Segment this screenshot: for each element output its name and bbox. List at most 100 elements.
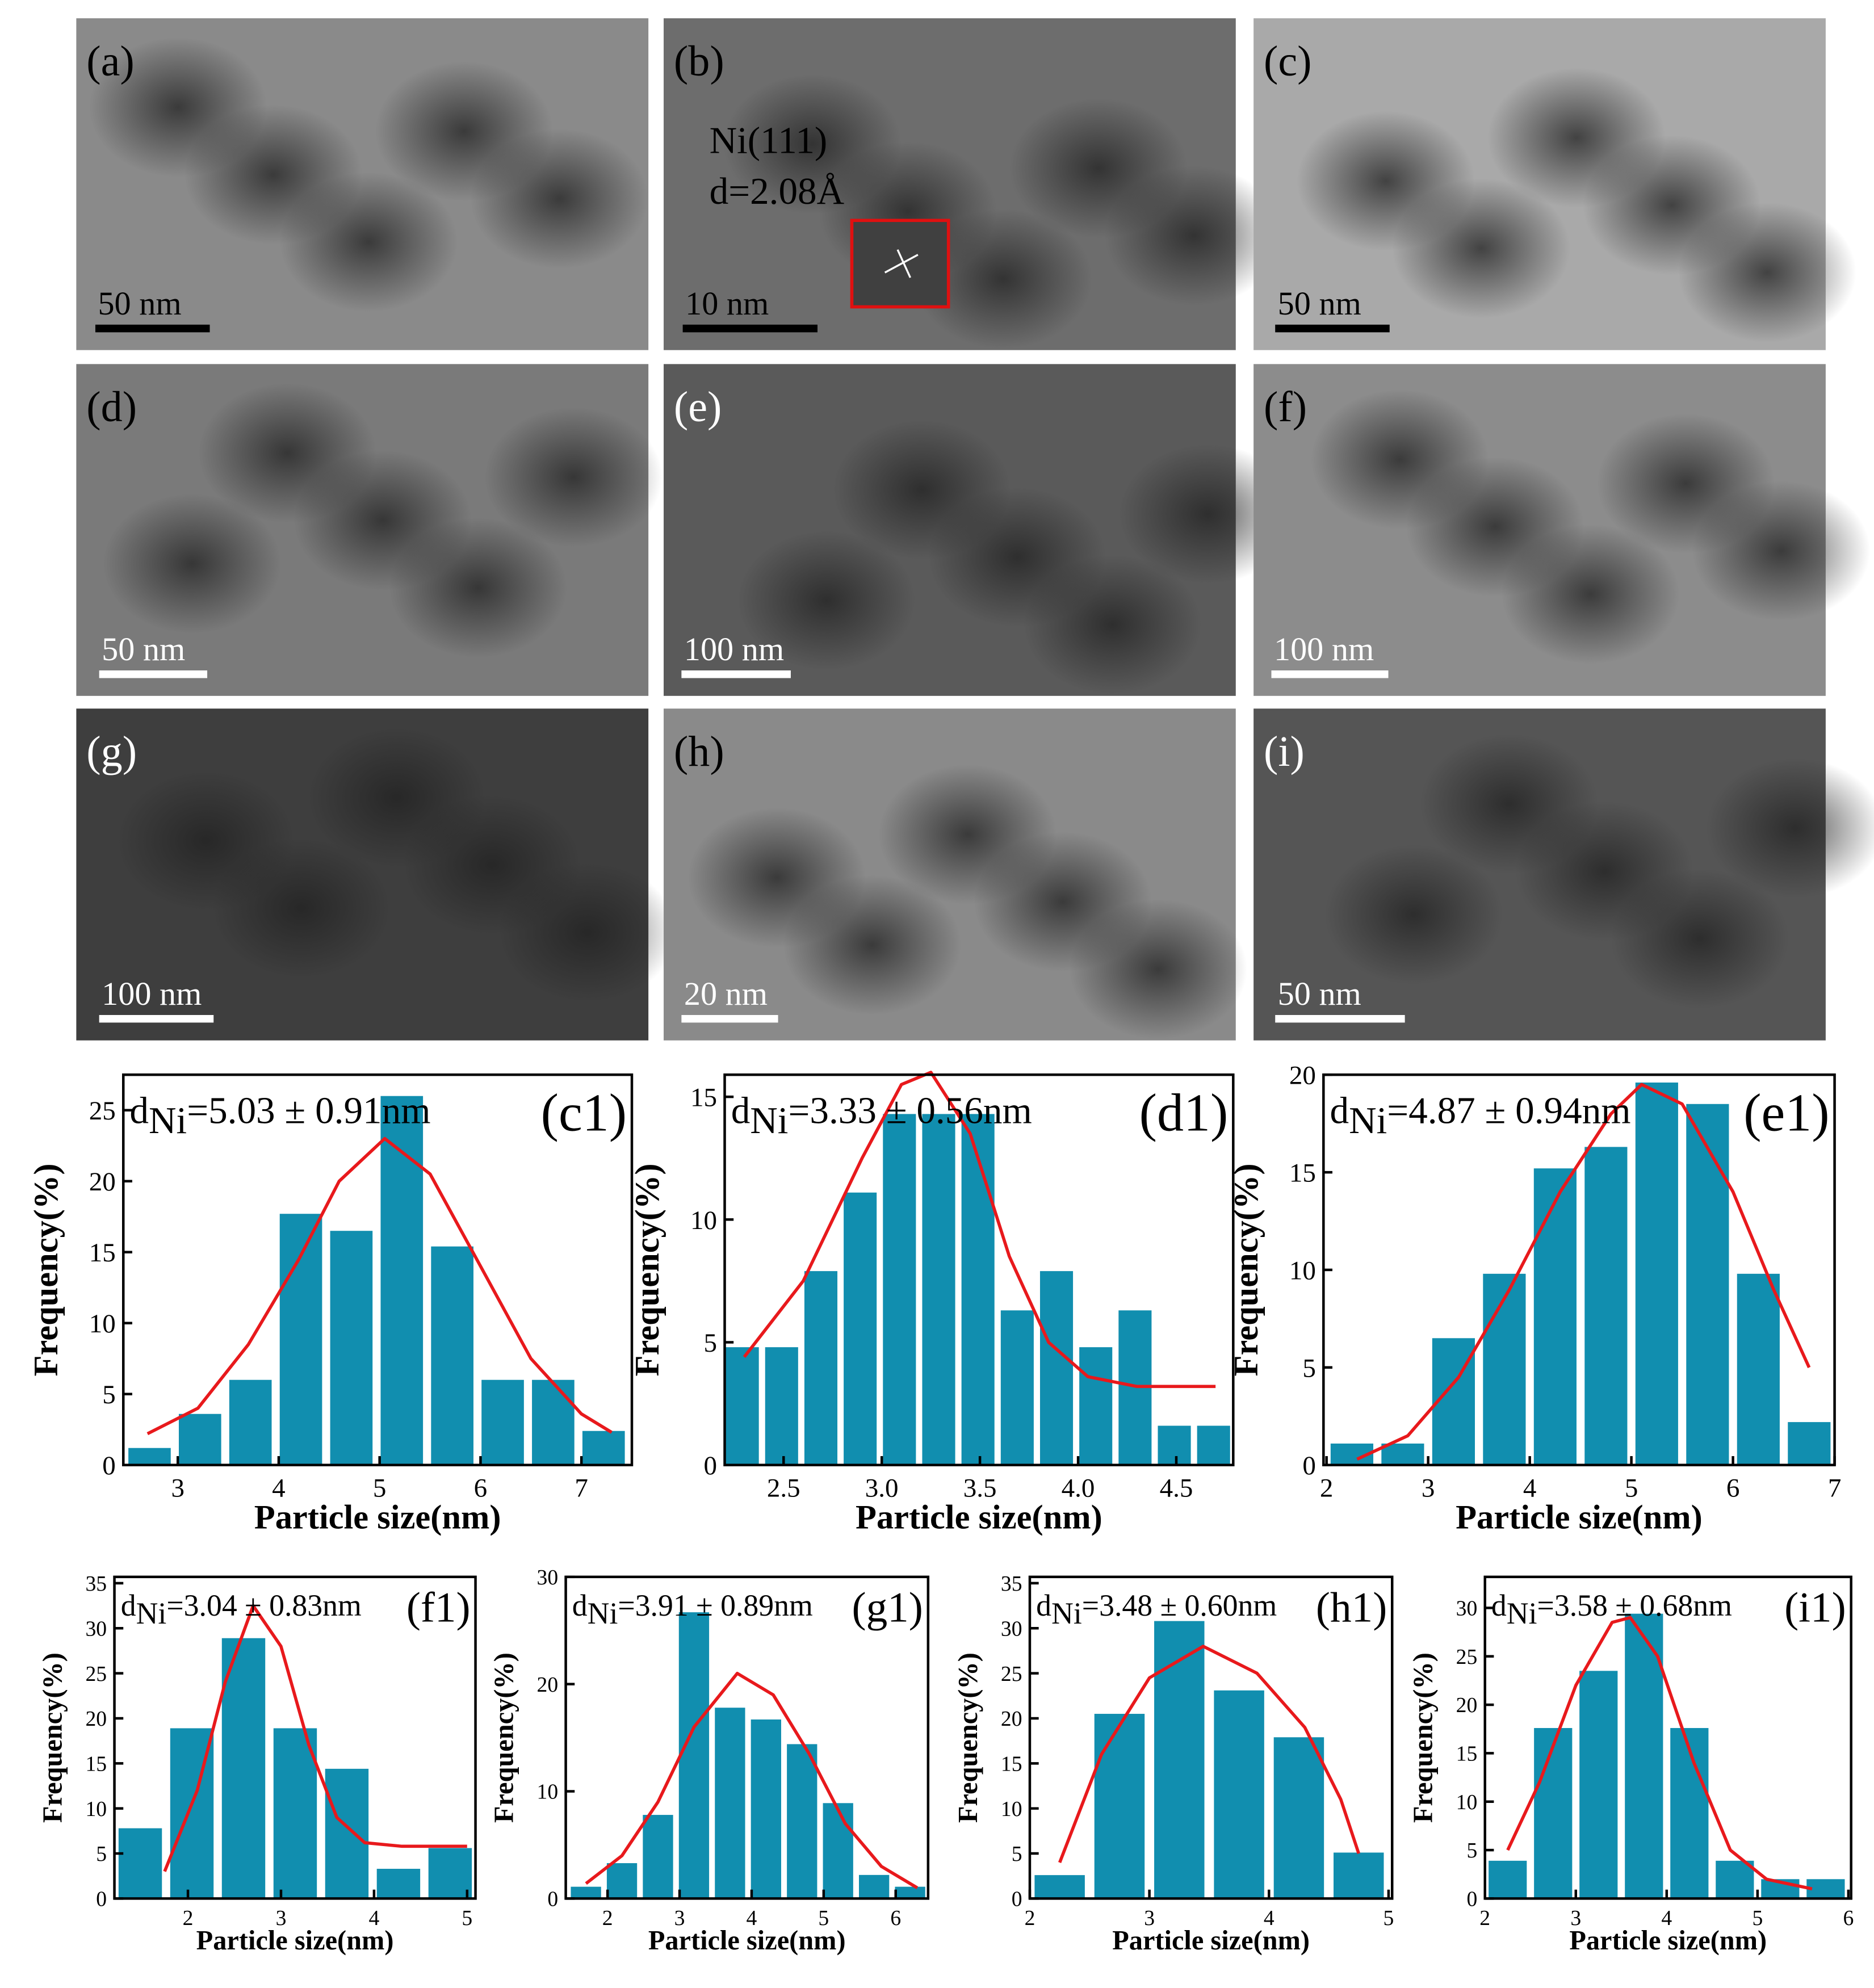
histogram-bar xyxy=(883,1114,916,1465)
y-tick-label: 15 xyxy=(690,1083,717,1113)
tem-texture xyxy=(279,172,458,312)
annotation-symbol: d xyxy=(572,1588,588,1622)
annotation-value: =3.58 ± 0.68nm xyxy=(1537,1588,1732,1622)
y-tick-label: 0 xyxy=(102,1451,116,1480)
x-axis-label: Particle size(nm) xyxy=(648,1926,846,1956)
fit-curve xyxy=(146,1136,613,1436)
y-tick-label: 35 xyxy=(86,1572,107,1596)
histogram-bar xyxy=(428,1848,472,1899)
scale-bar-label: 10 nm xyxy=(685,285,769,322)
y-tick-label: 25 xyxy=(86,1662,107,1686)
chart-panel-label: (f1) xyxy=(406,1584,471,1631)
fit-curve xyxy=(585,1671,919,1889)
y-tick-label: 25 xyxy=(1001,1662,1022,1686)
y-tick-label: 20 xyxy=(86,1707,107,1731)
y-tick-label: 15 xyxy=(1289,1159,1316,1188)
histogram-bar xyxy=(1489,1860,1527,1899)
histogram-bar xyxy=(1158,1425,1191,1465)
x-tick-label: 7 xyxy=(1828,1474,1842,1503)
histogram-bar xyxy=(643,1815,673,1899)
fit-curve xyxy=(1356,1083,1811,1461)
histogram-bar xyxy=(481,1379,524,1465)
x-tick-label: 6 xyxy=(1843,1906,1854,1930)
annotation-subscript: Ni xyxy=(149,1099,187,1142)
tem-texture xyxy=(1069,899,1247,1039)
y-axis-label: Frequency(%) xyxy=(953,1653,983,1823)
y-axis-label: Frequency(%) xyxy=(37,1653,68,1823)
histogram-bar xyxy=(1273,1737,1324,1899)
x-tick-label: 5 xyxy=(818,1906,829,1930)
x-axis-label: Particle size(nm) xyxy=(1569,1926,1767,1956)
annotation-subscript: Ni xyxy=(1051,1596,1082,1630)
x-tick-label: 4 xyxy=(747,1906,757,1930)
x-tick-label: 4 xyxy=(1264,1906,1275,1930)
histogram-bar xyxy=(1686,1104,1729,1465)
y-tick-label: 15 xyxy=(1456,1742,1478,1766)
histogram-bar xyxy=(922,1114,955,1465)
x-tick-label: 2 xyxy=(602,1906,613,1930)
histogram-bar xyxy=(1483,1273,1526,1465)
scale-bar-label: 50 nm xyxy=(98,285,181,322)
panel-label: (g) xyxy=(86,728,137,775)
x-tick-label: 2 xyxy=(183,1906,194,1930)
y-tick-label: 10 xyxy=(690,1206,717,1235)
x-tick-label: 5 xyxy=(1625,1474,1638,1503)
histogram-bar xyxy=(128,1448,171,1465)
y-tick-label: 0 xyxy=(1012,1888,1022,1911)
x-tick-label: 5 xyxy=(373,1474,387,1503)
tem-texture xyxy=(1611,869,1789,1009)
tem-texture xyxy=(1678,202,1856,343)
histogram-bar xyxy=(895,1886,925,1899)
x-tick-label: 2 xyxy=(1025,1906,1035,1930)
annotation-subscript: Ni xyxy=(1349,1099,1387,1142)
y-tick-label: 30 xyxy=(537,1566,559,1589)
tem-texture xyxy=(737,530,916,671)
y-tick-label: 5 xyxy=(96,1842,107,1866)
histogram-bar xyxy=(221,1638,266,1899)
scale-bar-label: 50 nm xyxy=(102,631,185,668)
y-tick-label: 10 xyxy=(1001,1797,1022,1821)
histogram-bar xyxy=(1214,1690,1264,1899)
panel-label: (h) xyxy=(674,728,724,775)
fit-curve xyxy=(1058,1645,1360,1864)
tem-texture xyxy=(212,838,391,979)
annotation-subscript: Ni xyxy=(1507,1596,1537,1630)
histogram-bar xyxy=(532,1379,575,1465)
histogram-bar xyxy=(1625,1613,1663,1899)
histogram-bar xyxy=(804,1271,838,1465)
x-tick-label: 6 xyxy=(474,1474,488,1503)
annotation-symbol: d xyxy=(129,1089,149,1131)
annotation-symbol: d xyxy=(121,1588,136,1622)
x-tick-label: 7 xyxy=(575,1474,588,1503)
x-tick-label: 5 xyxy=(1384,1906,1394,1930)
y-tick-label: 0 xyxy=(1302,1451,1316,1480)
panel-label: (e) xyxy=(674,383,722,431)
scale-bar-label: 20 nm xyxy=(684,975,768,1012)
scale-bar-label: 100 nm xyxy=(1274,631,1374,668)
histogram-bar xyxy=(330,1231,373,1465)
plot-frame xyxy=(564,1575,930,1900)
tem-texture xyxy=(389,518,567,658)
fit-curve xyxy=(743,1071,1216,1389)
annotation-symbol: d xyxy=(731,1089,751,1131)
size-annotation: dNi=3.48 ± 0.60nm xyxy=(1036,1588,1277,1630)
histogram-bar xyxy=(1737,1273,1780,1465)
histogram-bar xyxy=(1533,1168,1577,1465)
size-annotation: dNi=3.04 ± 0.83nm xyxy=(121,1588,362,1630)
size-annotation: dNi=3.58 ± 0.68nm xyxy=(1491,1588,1732,1630)
y-axis-label: Frequency(%) xyxy=(27,1163,65,1376)
scale-bar-label: 50 nm xyxy=(1278,975,1361,1012)
annotation-value: =3.04 ± 0.83nm xyxy=(166,1588,361,1622)
tem-texture xyxy=(484,407,663,547)
x-tick-label: 5 xyxy=(462,1906,472,1930)
x-tick-label: 4 xyxy=(272,1474,286,1503)
histogram-bar xyxy=(1716,1860,1754,1899)
y-tick-label: 10 xyxy=(1456,1790,1478,1814)
x-tick-label: 2 xyxy=(1479,1906,1490,1930)
y-tick-label: 20 xyxy=(1001,1707,1022,1731)
y-tick-label: 25 xyxy=(89,1096,116,1126)
histogram-bar xyxy=(1334,1852,1384,1899)
y-axis-label: Frequency(%) xyxy=(628,1163,666,1376)
scale-bar-label: 100 nm xyxy=(102,975,202,1012)
